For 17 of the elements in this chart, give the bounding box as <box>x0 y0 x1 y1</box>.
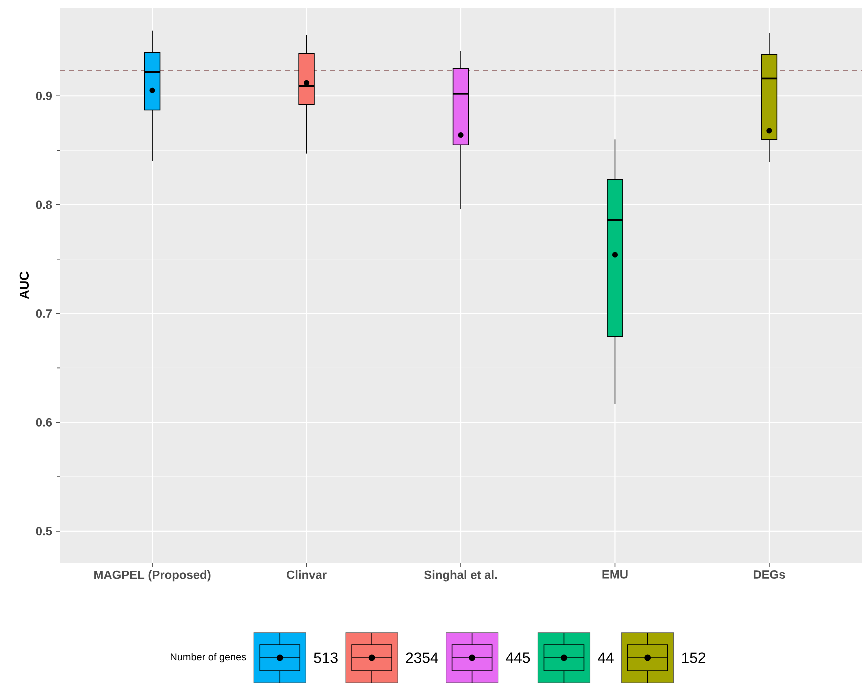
legend-title: Number of genes <box>171 653 246 663</box>
y-tick-label: 0.9 <box>36 92 52 100</box>
legend-label: 513 <box>314 652 338 664</box>
x-tick-label: MAGPEL (Proposed) <box>94 570 211 582</box>
y-tick-label: 0.7 <box>36 310 52 318</box>
x-tick-label: Singhal et al. <box>424 570 498 582</box>
legend-label: 2354 <box>406 652 438 664</box>
y-tick-label: 0.8 <box>36 200 52 210</box>
x-tick-label: EMU <box>602 570 628 579</box>
y-axis-title: AUC <box>20 272 30 300</box>
x-tick-label: DEGs <box>754 570 786 579</box>
y-tick-label: 0.5 <box>36 527 52 536</box>
legend-label: 44 <box>598 652 614 664</box>
legend-label: 445 <box>506 652 530 664</box>
x-tick-label: Clinvar <box>287 570 327 580</box>
y-tick-label: 0.6 <box>36 418 52 427</box>
legend-label: 152 <box>682 652 706 664</box>
